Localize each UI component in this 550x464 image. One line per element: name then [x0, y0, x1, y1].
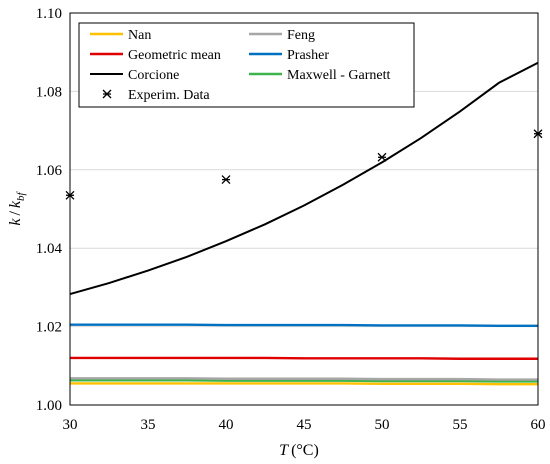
plot-frame — [69, 12, 539, 406]
x-tick-label: 35 — [141, 417, 156, 433]
y-tick-label: 1.00 — [36, 398, 62, 414]
x-axis-symbol: T — [279, 442, 289, 459]
x-tick-label: 40 — [219, 417, 234, 433]
x-tick-label: 50 — [375, 417, 390, 433]
experimental-markers — [65, 129, 543, 200]
y-axis-denominator: k — [7, 200, 24, 208]
legend-label: Feng — [287, 28, 315, 43]
legend-item: Prasher — [249, 48, 329, 63]
legend-marker — [102, 89, 112, 99]
legend-item: Nan — [90, 28, 151, 43]
x-axis-unit: (°C) — [291, 442, 319, 459]
x-tick-labels: 30 35 40 45 50 55 60 — [63, 417, 546, 433]
y-tick-label: 1.06 — [36, 163, 63, 179]
experimental-point — [377, 152, 387, 162]
legend-item: Geometric mean — [90, 48, 221, 63]
legend-label: Experim. Data — [128, 88, 210, 103]
series-line-maxwell-garnett — [70, 379, 538, 383]
legend-label: Prasher — [287, 48, 329, 63]
legend-item: Experim. Data — [102, 88, 210, 103]
legend-item: Maxwell - Garnett — [249, 68, 391, 83]
y-tick-label: 1.02 — [36, 320, 62, 336]
y-tick-label: 1.10 — [36, 6, 62, 22]
legend-items: Nan Feng Geometric mean Prasher Corcione Maxw… — [90, 28, 391, 103]
y-tick-labels: 1.00 1.02 1.04 1.06 1.08 1.10 — [36, 6, 63, 414]
y-axis-denominator-sub: bf — [15, 190, 27, 201]
x-tick-label: 60 — [531, 417, 546, 433]
y-tick-label: 1.08 — [36, 84, 62, 100]
legend-item: Corcione — [90, 68, 179, 83]
legend-label: Nan — [128, 28, 151, 43]
series-line-prasher — [70, 323, 538, 328]
x-axis-label: T (°C) — [279, 442, 319, 459]
series-lines — [69, 61, 539, 386]
y-axis-numerator: k — [7, 218, 24, 226]
y-axis-label: k/kbf — [7, 190, 27, 225]
x-tick-label: 45 — [297, 417, 312, 433]
x-tick-label: 55 — [453, 417, 468, 433]
y-tick-label: 1.04 — [36, 241, 63, 257]
legend-label: Corcione — [128, 68, 179, 83]
series-line-feng — [70, 377, 538, 381]
x-tick-label: 30 — [63, 417, 78, 433]
legend-item: Feng — [249, 28, 315, 43]
series-line-geometric-mean — [70, 356, 538, 360]
series-line-nan — [70, 382, 538, 386]
series-line-corcione — [69, 61, 539, 296]
y-axis-slash: / — [7, 211, 24, 216]
experimental-point — [221, 175, 231, 185]
legend-label: Geometric mean — [128, 48, 221, 63]
legend-box — [78, 22, 415, 108]
legend-label: Maxwell - Garnett — [287, 68, 391, 83]
legend: Nan Feng Geometric mean Prasher Corcione Maxw… — [78, 22, 415, 108]
